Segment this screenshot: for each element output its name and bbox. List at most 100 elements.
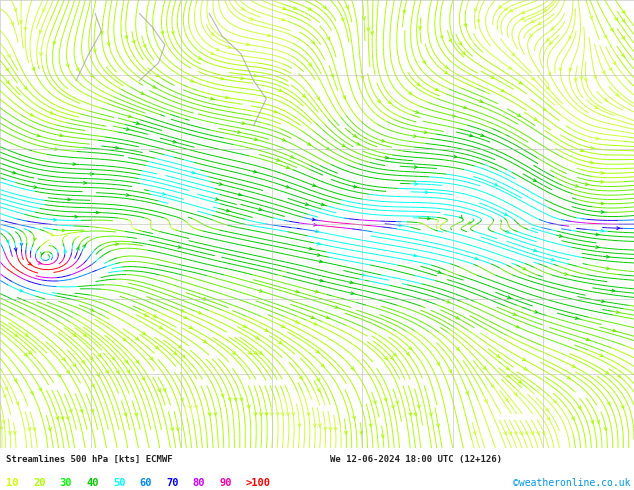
FancyArrowPatch shape (361, 76, 364, 79)
FancyArrowPatch shape (32, 67, 35, 71)
FancyArrowPatch shape (585, 183, 588, 186)
FancyArrowPatch shape (427, 217, 430, 220)
FancyArrowPatch shape (144, 314, 147, 316)
FancyArrowPatch shape (159, 326, 162, 329)
FancyArrowPatch shape (142, 377, 145, 380)
FancyArrowPatch shape (158, 389, 160, 392)
FancyArrowPatch shape (501, 89, 504, 92)
FancyArrowPatch shape (228, 398, 231, 401)
FancyArrowPatch shape (506, 230, 509, 233)
FancyArrowPatch shape (437, 362, 439, 365)
FancyArrowPatch shape (591, 420, 593, 423)
FancyArrowPatch shape (360, 431, 363, 434)
FancyArrowPatch shape (320, 279, 323, 282)
FancyArrowPatch shape (14, 248, 17, 251)
FancyArrowPatch shape (60, 134, 63, 137)
FancyArrowPatch shape (143, 45, 146, 48)
FancyArrowPatch shape (403, 10, 406, 13)
FancyArrowPatch shape (533, 249, 536, 251)
FancyArrowPatch shape (522, 11, 525, 13)
FancyArrowPatch shape (415, 166, 417, 169)
FancyArrowPatch shape (356, 143, 359, 145)
FancyArrowPatch shape (64, 250, 67, 253)
FancyArrowPatch shape (384, 398, 387, 401)
FancyArrowPatch shape (559, 68, 562, 71)
FancyArrowPatch shape (276, 159, 280, 161)
FancyArrowPatch shape (97, 373, 100, 377)
FancyArrowPatch shape (343, 96, 346, 98)
FancyArrowPatch shape (73, 163, 75, 166)
FancyArrowPatch shape (192, 171, 195, 174)
FancyArrowPatch shape (221, 77, 223, 80)
FancyArrowPatch shape (506, 367, 509, 369)
FancyArrowPatch shape (320, 260, 322, 263)
FancyArrowPatch shape (601, 211, 604, 213)
FancyArrowPatch shape (184, 316, 187, 318)
FancyArrowPatch shape (505, 398, 508, 401)
FancyArrowPatch shape (13, 171, 16, 174)
FancyArrowPatch shape (544, 9, 547, 12)
FancyArrowPatch shape (241, 7, 244, 10)
FancyArrowPatch shape (211, 32, 214, 35)
FancyArrowPatch shape (226, 96, 228, 98)
FancyArrowPatch shape (14, 379, 16, 382)
FancyArrowPatch shape (315, 290, 318, 293)
FancyArrowPatch shape (569, 68, 572, 71)
FancyArrowPatch shape (394, 353, 396, 356)
FancyArrowPatch shape (91, 384, 94, 387)
FancyArrowPatch shape (351, 292, 354, 294)
FancyArrowPatch shape (93, 49, 96, 52)
FancyArrowPatch shape (514, 392, 517, 395)
FancyArrowPatch shape (265, 413, 268, 416)
FancyArrowPatch shape (318, 389, 320, 392)
FancyArrowPatch shape (115, 147, 119, 149)
FancyArrowPatch shape (612, 289, 614, 292)
FancyArrowPatch shape (382, 435, 384, 438)
FancyArrowPatch shape (385, 357, 387, 360)
FancyArrowPatch shape (572, 365, 575, 367)
FancyArrowPatch shape (135, 413, 138, 416)
FancyArrowPatch shape (178, 345, 181, 348)
FancyArrowPatch shape (173, 140, 176, 143)
FancyArrowPatch shape (128, 115, 131, 118)
FancyArrowPatch shape (353, 416, 356, 419)
FancyArrowPatch shape (84, 181, 86, 184)
FancyArrowPatch shape (547, 38, 550, 41)
FancyArrowPatch shape (542, 432, 545, 435)
FancyArrowPatch shape (526, 432, 528, 435)
FancyArrowPatch shape (163, 389, 165, 392)
FancyArrowPatch shape (423, 60, 425, 63)
FancyArrowPatch shape (418, 26, 422, 29)
FancyArrowPatch shape (409, 346, 411, 350)
FancyArrowPatch shape (496, 355, 500, 357)
FancyArrowPatch shape (77, 247, 79, 250)
FancyArrowPatch shape (316, 230, 319, 233)
FancyArrowPatch shape (296, 290, 299, 293)
FancyArrowPatch shape (507, 296, 510, 298)
FancyArrowPatch shape (287, 413, 289, 416)
FancyArrowPatch shape (601, 180, 604, 183)
FancyArrowPatch shape (125, 360, 128, 363)
FancyArrowPatch shape (313, 424, 316, 427)
FancyArrowPatch shape (153, 315, 157, 317)
FancyArrowPatch shape (618, 374, 621, 377)
FancyArrowPatch shape (30, 113, 33, 116)
FancyArrowPatch shape (8, 54, 10, 57)
FancyArrowPatch shape (578, 406, 581, 409)
FancyArrowPatch shape (596, 245, 598, 248)
FancyArrowPatch shape (34, 238, 36, 241)
FancyArrowPatch shape (382, 140, 385, 142)
FancyArrowPatch shape (317, 378, 320, 381)
FancyArrowPatch shape (596, 137, 599, 140)
FancyArrowPatch shape (221, 394, 224, 397)
FancyArrowPatch shape (281, 413, 284, 416)
Text: 50: 50 (113, 478, 126, 488)
FancyArrowPatch shape (189, 405, 191, 408)
FancyArrowPatch shape (396, 401, 398, 404)
FancyArrowPatch shape (513, 313, 516, 315)
FancyArrowPatch shape (309, 63, 311, 66)
FancyArrowPatch shape (519, 81, 522, 84)
FancyArrowPatch shape (73, 364, 75, 367)
FancyArrowPatch shape (294, 7, 297, 9)
FancyArrowPatch shape (533, 179, 536, 181)
